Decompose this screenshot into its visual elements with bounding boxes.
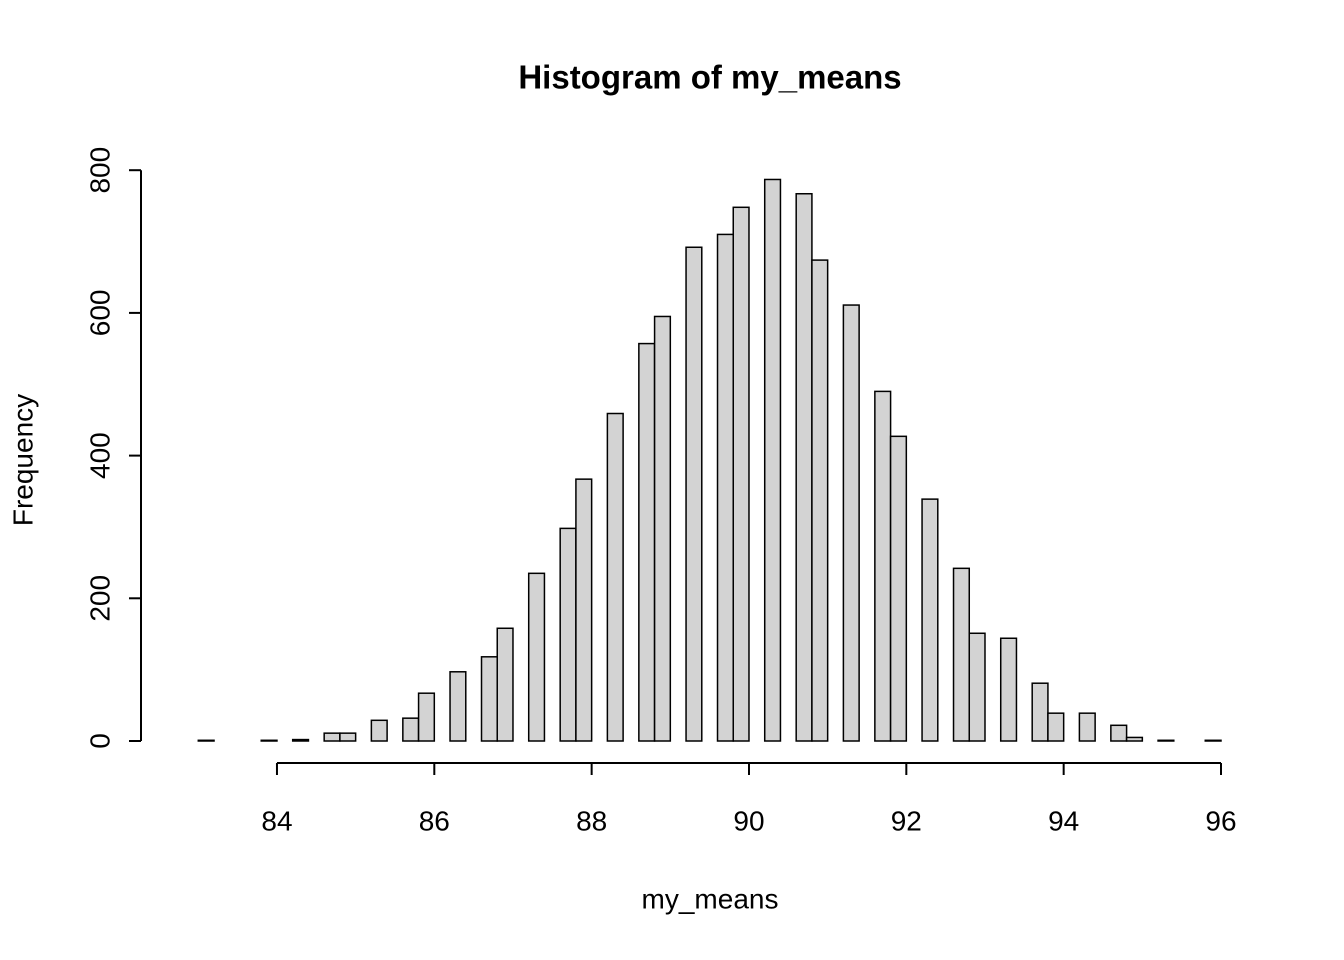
bar [921,498,939,742]
bar [197,739,215,742]
x-tick-label: 84 [261,805,292,836]
bar [952,567,971,742]
bar [323,732,341,742]
bar [496,627,514,742]
bar [339,732,357,742]
x-tick-label: 92 [891,805,922,836]
y-tick-label: 200 [84,575,115,622]
bar [1125,736,1144,742]
y-tick-label: 400 [84,432,115,479]
y-tick-label: 600 [84,290,115,337]
x-tick-label: 94 [1048,805,1079,836]
bar [449,671,467,742]
bar [716,233,735,742]
y-axis-label: Frequency [7,394,38,526]
y-tick-label: 0 [84,733,115,749]
y-tick-label: 800 [84,147,115,194]
bar [1204,739,1222,742]
bar [653,315,672,742]
bar [575,478,593,742]
bar [1031,682,1049,742]
bar [260,739,278,742]
bar [732,206,750,742]
chart-title: Histogram of my_means [518,59,901,96]
bar [370,719,388,742]
bar [1157,739,1175,742]
x-tick-label: 88 [576,805,607,836]
bar [1078,712,1096,742]
bar [291,738,310,742]
bar [685,246,703,742]
bar [968,632,986,742]
bar [795,192,813,742]
bar [480,656,498,742]
bar [874,390,892,742]
bar [527,572,546,742]
bar [606,412,624,742]
bar [638,342,656,742]
bar [811,259,829,742]
bar [842,304,860,742]
x-tick-label: 86 [419,805,450,836]
bar [889,435,908,742]
bar [763,178,782,742]
x-tick-label: 96 [1205,805,1236,836]
x-tick-label: 90 [733,805,764,836]
bar [417,692,436,742]
x-axis-label: my_means [642,883,779,914]
bar [559,527,577,742]
bar [999,637,1018,742]
bar [402,717,420,742]
bar [1047,712,1065,742]
bar [1110,724,1128,742]
